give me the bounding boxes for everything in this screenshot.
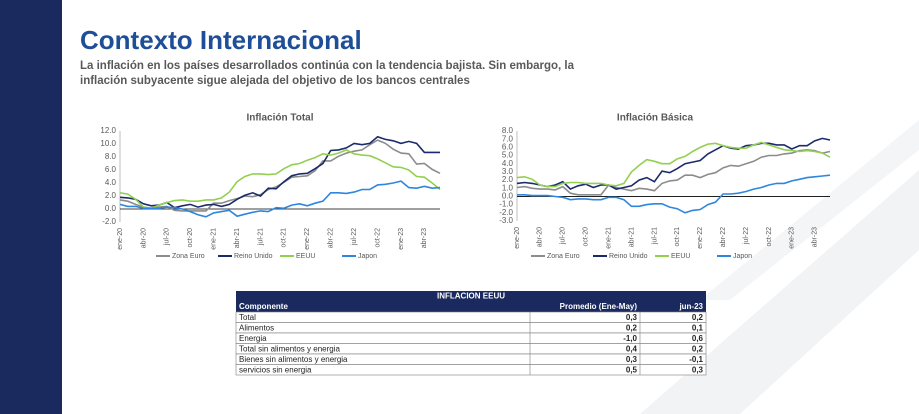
y-tick-label: 7.0 [502, 134, 514, 143]
x-tick-label: abr-21 [628, 227, 635, 247]
table-cell: 0,3 [626, 355, 638, 364]
legend-label: Japon [733, 253, 752, 260]
table-cell: -0,1 [689, 355, 703, 364]
series-line [516, 137, 831, 191]
table-cell: -1,0 [623, 334, 637, 343]
y-tick-label: 0.0 [105, 204, 117, 213]
x-tick-label: abr-20 [537, 227, 544, 247]
table-row [235, 364, 707, 376]
table-cell: 0,3 [626, 313, 638, 322]
x-tick-label: ene-23 [398, 228, 405, 250]
y-tick-label: 1.0 [502, 183, 514, 192]
decoration [700, 120, 919, 300]
legend-label: Japon [358, 253, 377, 260]
y-tick-label: -2.0 [102, 217, 116, 226]
table-cell: Total sin alimentos y energia [239, 344, 340, 353]
table-cell: 0,6 [692, 334, 704, 343]
chart-title: Inflación Total [246, 113, 313, 124]
y-tick-label: 5.0 [502, 151, 514, 160]
x-tick-label: abr-20 [140, 228, 147, 248]
table-cell: 0,3 [692, 365, 704, 374]
series-line [516, 141, 831, 188]
subtitle: La inflación en los países desarrollados… [80, 60, 575, 72]
x-tick-label: abr-22 [720, 227, 727, 247]
x-tick-label: ene-22 [304, 228, 311, 250]
x-tick-label: oct-21 [281, 228, 288, 248]
table-title-bg [236, 291, 706, 302]
legend-label: Zona Euro [172, 253, 205, 260]
table-cell: Total [239, 313, 256, 322]
y-tick-label: 6.0 [502, 142, 514, 151]
legend-label: Reino Unido [609, 253, 648, 260]
y-tick-label: 12.0 [100, 126, 116, 135]
x-tick-label: ene-23 [789, 227, 796, 249]
y-tick-label: 10.0 [100, 139, 116, 148]
series-line [119, 149, 441, 210]
x-tick-label: ene-20 [117, 228, 124, 250]
x-tick-label: oct-20 [583, 227, 590, 247]
table-cell: 0,2 [692, 313, 704, 322]
table-cell: Bienes sin alimentos y energia [239, 355, 348, 364]
x-tick-label: oct-21 [674, 227, 681, 247]
x-tick-label: abr-21 [234, 228, 241, 248]
y-tick-label: 8.0 [105, 152, 117, 161]
table-cell: 0,5 [626, 365, 638, 374]
legend-label: Reino Unido [234, 253, 273, 260]
column-header: Promedio (Ene-May) [560, 302, 638, 311]
table-cell: 0,4 [626, 344, 638, 353]
x-tick-label: ene-22 [697, 227, 704, 249]
x-tick-label: oct-20 [187, 228, 194, 248]
x-tick-label: jul-20 [560, 227, 567, 245]
x-tick-label: oct-22 [766, 227, 773, 247]
y-tick-label: -1.0 [499, 200, 513, 209]
y-tick-label: 8.0 [502, 126, 514, 135]
legend-label: Zona Euro [547, 253, 580, 260]
column-header: jun-23 [678, 302, 703, 311]
series-line [516, 148, 831, 196]
column-header: Componente [239, 302, 288, 311]
y-tick-label: 0.0 [502, 192, 514, 201]
x-tick-label: ene-21 [211, 228, 218, 250]
table-cell: servicios sin energia [239, 365, 312, 374]
y-tick-label: 4.0 [502, 159, 514, 168]
table-cell: 0,2 [626, 323, 638, 332]
x-tick-label: jul-22 [743, 227, 750, 245]
decoration [640, 170, 919, 414]
side-band [0, 0, 62, 414]
table-cell: 0,2 [692, 344, 704, 353]
x-tick-label: ene-21 [605, 227, 612, 249]
y-tick-label: 2.0 [502, 175, 514, 184]
x-tick-label: abr-23 [421, 228, 428, 248]
chart-title: Inflación Básica [617, 113, 694, 124]
table-cell: Alimentos [239, 323, 274, 332]
y-tick-label: -2.0 [499, 208, 513, 217]
table-title: INFLACION EEUU [437, 291, 505, 300]
y-tick-label: -3.0 [499, 216, 513, 225]
y-tick-label: 3.0 [502, 167, 514, 176]
legend-label: EEUU [671, 253, 690, 260]
series-line [517, 174, 831, 214]
x-tick-label: jul-21 [651, 227, 658, 245]
x-tick-label: abr-23 [812, 227, 819, 247]
slide-title: Contexto Internacional [80, 25, 362, 55]
x-tick-label: jul-21 [257, 228, 264, 246]
table-cell: 0,1 [692, 323, 704, 332]
x-tick-label: jul-20 [164, 228, 171, 246]
x-tick-label: ene-20 [514, 227, 521, 249]
table-header-bg [236, 301, 706, 312]
y-tick-label: 2.0 [105, 191, 117, 200]
legend-label: EEUU [296, 253, 315, 260]
y-tick-label: 4.0 [105, 178, 117, 187]
series-line [119, 180, 441, 218]
table-cell: Energia [239, 334, 267, 343]
x-tick-label: oct-22 [374, 228, 381, 248]
y-tick-label: 6.0 [105, 165, 117, 174]
x-tick-label: abr-22 [328, 228, 335, 248]
subtitle: inflación subyacente sigue alejada del o… [80, 75, 470, 87]
x-tick-label: jul-22 [351, 228, 358, 246]
